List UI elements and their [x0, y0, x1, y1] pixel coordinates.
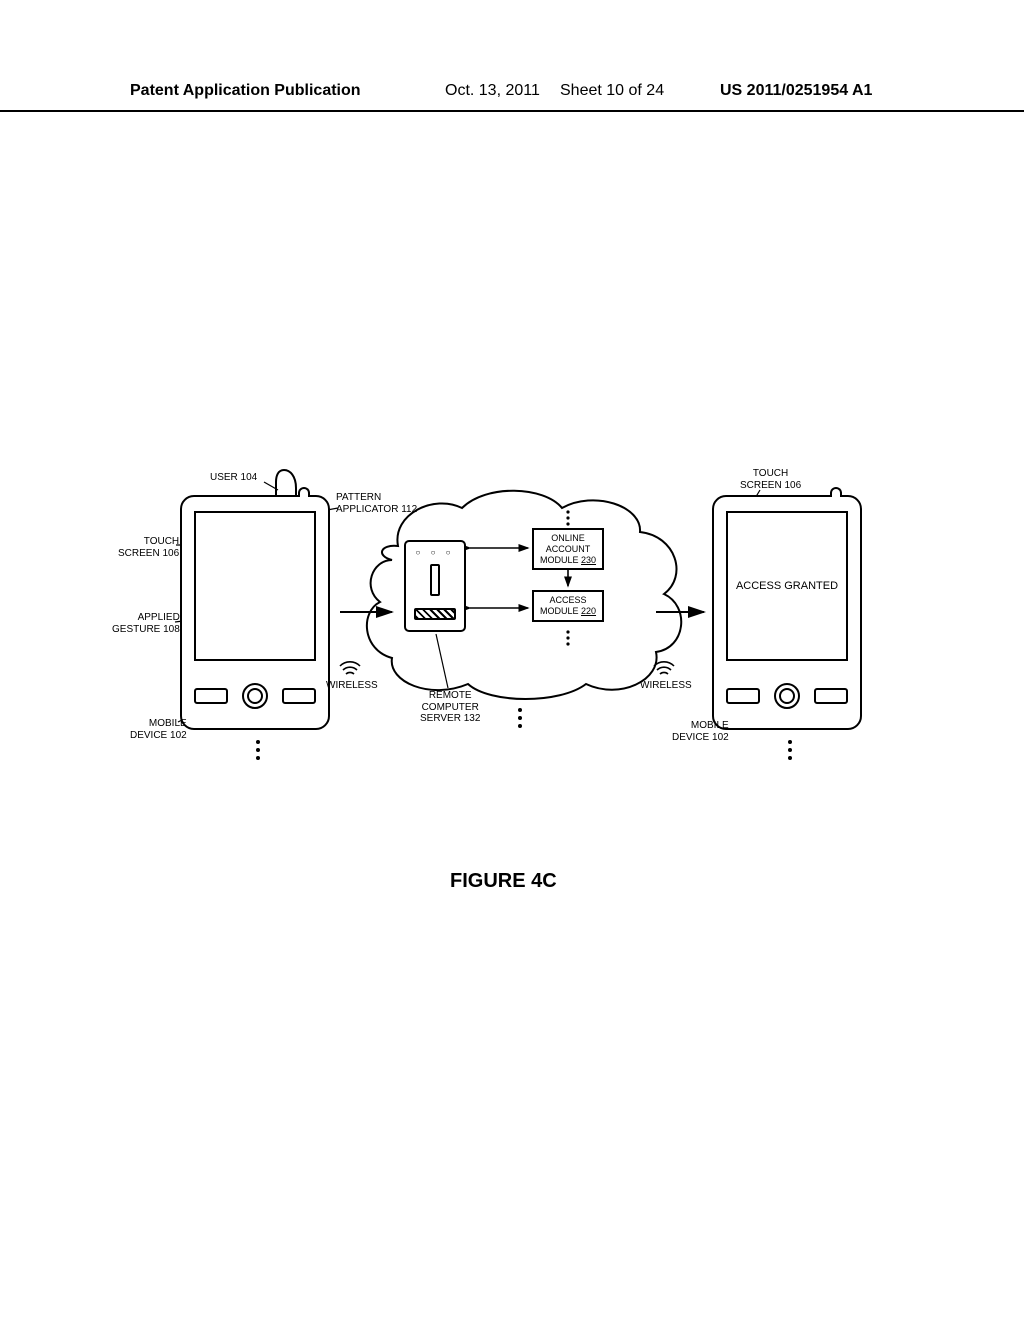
figure-canvas: ACCESS GRANTED ○ ○ ○ ONLINE ACCOUNT MODU… [0, 0, 1024, 1320]
label-mobile-device-right: MOBILE DEVICE 102 [672, 720, 729, 743]
antenna-icon [830, 487, 842, 497]
online-account-num: 230 [581, 555, 596, 565]
label-mobile-device-left: MOBILE DEVICE 102 [130, 718, 187, 741]
device-home-button [774, 683, 800, 709]
device-sqbtn [726, 688, 760, 704]
label-wireless-left: WIRELESS [326, 680, 378, 692]
online-account-module: ONLINE ACCOUNT MODULE 230 [532, 528, 604, 570]
label-user: USER 104 [210, 472, 257, 484]
device-sqbtn [814, 688, 848, 704]
label-wireless-right: WIRELESS [640, 680, 692, 692]
label-remote-server: REMOTE COMPUTER SERVER 132 [420, 690, 480, 725]
label-pattern-applicator: PATTERN APPLICATOR 112 [336, 492, 417, 515]
figure-title: FIGURE 4C [450, 870, 557, 893]
access-granted-text: ACCESS GRANTED [728, 580, 846, 592]
device-sqbtn [194, 688, 228, 704]
device-buttons-right [726, 676, 848, 716]
antenna-icon [298, 487, 310, 497]
label-touch-screen-left: TOUCH SCREEN 106 [118, 536, 179, 559]
diagram-svg [0, 0, 1024, 1320]
device-home-button [242, 683, 268, 709]
touch-screen-right: ACCESS GRANTED [726, 511, 848, 661]
label-touch-screen-right: TOUCH SCREEN 106 [740, 468, 801, 491]
mobile-device-right: ACCESS GRANTED [712, 495, 862, 730]
wifi-right-icon [654, 662, 674, 674]
remote-server: ○ ○ ○ [404, 540, 466, 632]
server-drive [414, 608, 456, 620]
access-module-num: 220 [581, 606, 596, 616]
wifi-left-icon [340, 662, 360, 674]
access-module: ACCESS MODULE 220 [532, 590, 604, 622]
access-module-label: ACCESS MODULE [540, 595, 587, 616]
label-applied-gesture: APPLIED GESTURE 108 [112, 612, 180, 635]
touch-screen-left [194, 511, 316, 661]
device-buttons-left [194, 676, 316, 716]
device-sqbtn [282, 688, 316, 704]
mobile-device-left [180, 495, 330, 730]
server-leds: ○ ○ ○ [406, 548, 464, 557]
server-slot [430, 564, 440, 596]
